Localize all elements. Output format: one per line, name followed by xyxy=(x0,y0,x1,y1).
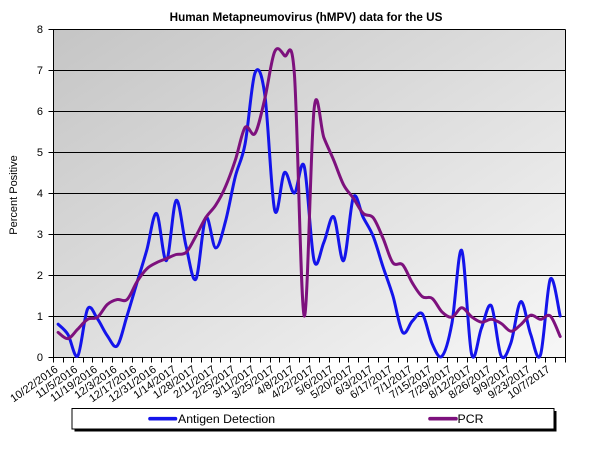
svg-text:Percent Positive: Percent Positive xyxy=(8,155,20,234)
svg-text:0: 0 xyxy=(37,352,43,364)
svg-text:7: 7 xyxy=(37,65,43,77)
svg-text:1: 1 xyxy=(37,311,43,323)
svg-text:Antigen Detection: Antigen Detection xyxy=(178,412,275,426)
svg-text:6: 6 xyxy=(37,106,43,118)
svg-text:PCR: PCR xyxy=(458,412,484,426)
svg-text:Human Metapneumovirus (hMPV) d: Human Metapneumovirus (hMPV) data for th… xyxy=(170,11,443,24)
svg-text:2: 2 xyxy=(37,270,43,282)
svg-text:3: 3 xyxy=(37,229,43,241)
svg-text:4: 4 xyxy=(37,188,43,200)
svg-text:5: 5 xyxy=(37,147,43,159)
svg-text:8: 8 xyxy=(37,24,43,36)
